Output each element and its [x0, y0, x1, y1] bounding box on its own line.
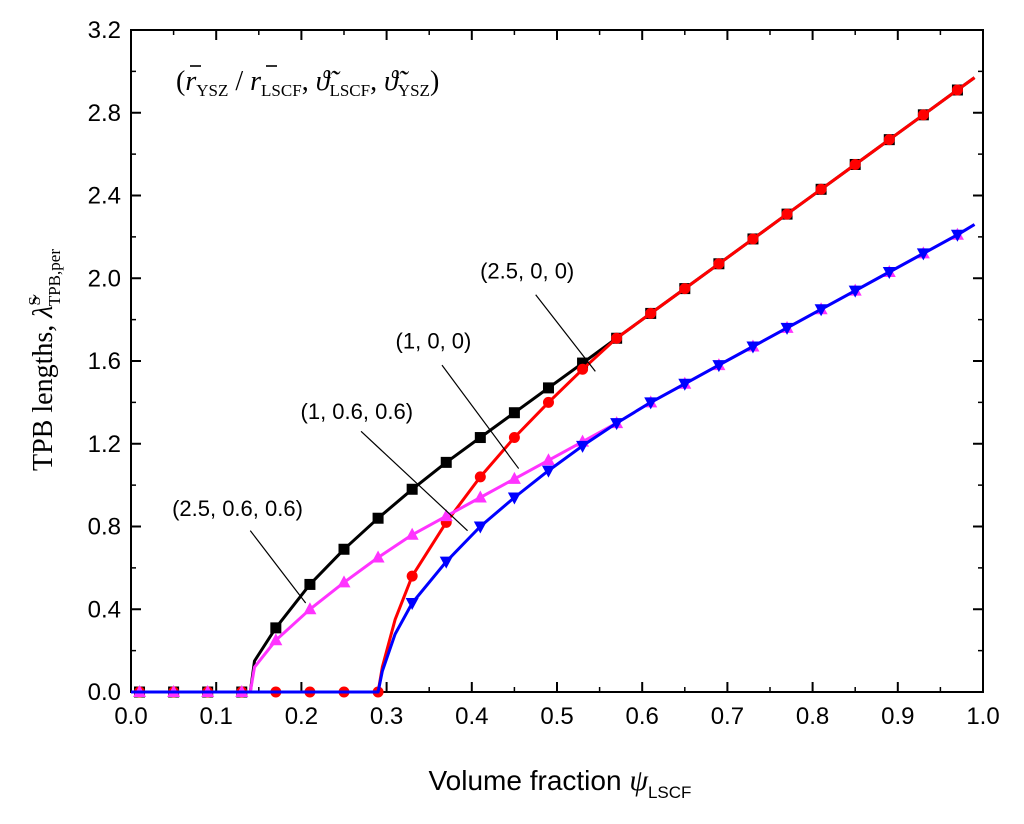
data-point: [338, 543, 350, 555]
annotation-label: (1, 0.6, 0.6): [301, 399, 414, 424]
y-tick-label: 1.2: [88, 431, 121, 458]
data-point: [406, 570, 418, 582]
data-point: [780, 322, 794, 335]
data-point: [542, 382, 554, 394]
annotation-label: (2.5, 0, 0): [480, 258, 574, 283]
data-point: [814, 304, 828, 317]
data-point: [577, 357, 589, 369]
data-point: [541, 465, 555, 478]
data-point: [405, 598, 419, 611]
annotation: (2.5, 0.6, 0.6): [172, 496, 307, 604]
annotation-leader: [441, 364, 520, 469]
data-point: [815, 183, 827, 195]
data-point: [916, 248, 930, 261]
data-point: [508, 407, 520, 419]
data-point: [473, 521, 487, 534]
data-point: [746, 341, 760, 354]
data-point: [576, 440, 590, 453]
data-point: [713, 258, 725, 270]
y-tick-label: 2.0: [88, 265, 121, 292]
data-point: [951, 84, 963, 96]
series-line: [131, 223, 976, 694]
data-point: [439, 556, 453, 569]
y-tick-label: 1.6: [88, 348, 121, 375]
data-point: [270, 622, 282, 634]
data-point: [508, 432, 520, 444]
data-point: [611, 332, 623, 344]
data-point: [507, 471, 521, 484]
x-tick-label: 0.5: [540, 703, 573, 730]
data-point: [474, 432, 486, 444]
data-point: [337, 575, 351, 588]
y-axis-label: TPB lengths, λ̃STPB,per: [25, 249, 64, 471]
data-point: [849, 158, 861, 170]
annotation-leader: [249, 530, 307, 604]
annotation-leader: [535, 294, 596, 372]
annotation-label: (1, 0, 0): [396, 329, 472, 354]
data-point: [747, 233, 759, 245]
annotation-leader: [360, 430, 468, 532]
data-point: [440, 456, 452, 468]
data-point: [542, 396, 554, 408]
y-tick-label: 2.4: [88, 183, 121, 210]
y-tick-label: 3.2: [88, 17, 121, 44]
data-point: [882, 267, 896, 280]
data-point: [507, 492, 521, 505]
data-point: [644, 397, 658, 410]
data-point: [645, 307, 657, 319]
data-point: [371, 550, 385, 563]
data-point: [473, 490, 487, 503]
x-tick-label: 0.1: [200, 703, 233, 730]
x-tick-label: 1.0: [966, 703, 999, 730]
annotation: (1, 0.6, 0.6): [301, 399, 468, 532]
data-point: [848, 285, 862, 298]
annotations: (2.5, 0, 0) (1, 0, 0) (1, 0.6, 0.6) (2.5, 0…: [172, 258, 596, 604]
data-point: [541, 453, 555, 466]
series-3: [131, 223, 976, 694]
y-tick-label: 2.8: [88, 100, 121, 127]
data-point: [269, 633, 283, 646]
x-tick-label: 0.8: [796, 703, 829, 730]
axis-ticks: [130, 29, 984, 693]
data-point: [950, 229, 964, 242]
data-point: [883, 134, 895, 146]
x-tick-label: 0.3: [370, 703, 403, 730]
plot-frame: [130, 29, 984, 693]
data-point: [439, 509, 453, 522]
x-tick-label: 0.0: [114, 703, 147, 730]
legend-formula: (rYSZ / rLSCF, ϑ̃LSCF, ϑ̃YSZ): [176, 66, 439, 100]
x-tick-label: 0.4: [455, 703, 488, 730]
annotation: (2.5, 0, 0): [480, 258, 596, 372]
data-point: [679, 283, 691, 295]
annotation-label: (2.5, 0.6, 0.6): [172, 496, 303, 521]
x-tick-label: 0.9: [881, 703, 914, 730]
data-point: [303, 602, 317, 615]
data-point: [917, 109, 929, 121]
x-tick-label: 0.7: [711, 703, 744, 730]
data-point: [712, 360, 726, 373]
data-point: [405, 527, 419, 540]
tick-labels: 0.0 0.1 0.2 0.3 0.4 0.5 0.6 0.7 0.8 0.9 1.0 0.0 0.4 0…: [88, 17, 1000, 730]
series-line: [131, 76, 976, 694]
data-point: [372, 512, 384, 524]
data-point: [678, 378, 692, 391]
x-tick-label: 0.6: [626, 703, 659, 730]
y-tick-label: 0.4: [88, 596, 121, 623]
data-point: [577, 363, 589, 375]
data-point: [406, 483, 418, 495]
data-point: [610, 418, 624, 431]
annotation: (1, 0, 0): [396, 329, 520, 469]
series-layer: [131, 76, 976, 698]
x-axis-label: Volume fraction ψLSCF: [429, 764, 692, 802]
y-tick-label: 0.0: [88, 679, 121, 706]
y-tick-label: 0.8: [88, 514, 121, 541]
data-point: [474, 471, 486, 483]
data-point: [781, 208, 793, 220]
data-point: [304, 578, 316, 590]
x-tick-label: 0.2: [285, 703, 318, 730]
